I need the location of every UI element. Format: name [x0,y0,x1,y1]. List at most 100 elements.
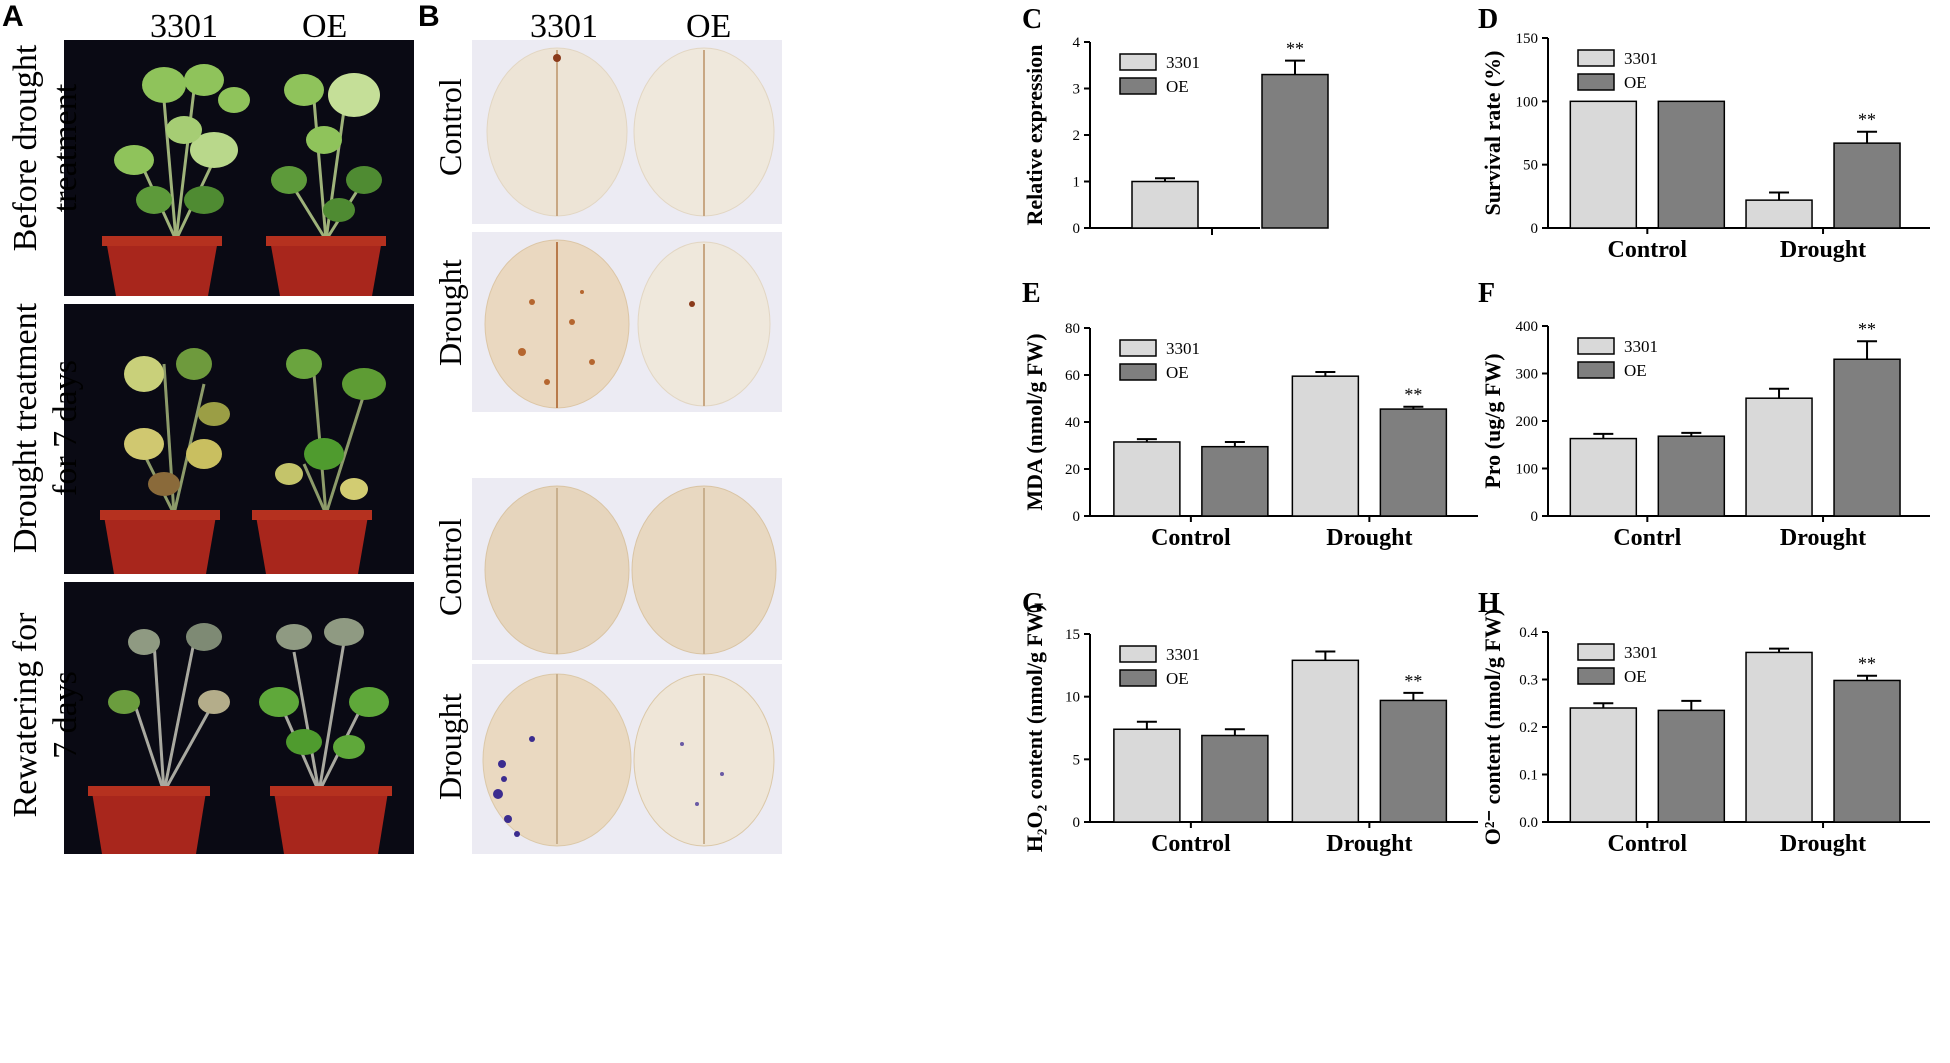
chart-c-ylabel: Relative expression [1022,44,1047,225]
dab-leaf-pair-drought [484,239,771,409]
chart-h-bar [1745,651,1813,823]
chart-g-bar [1201,734,1269,823]
chart-g-xtick-label: Drought [1326,831,1412,857]
chart-g-xtick-label: Control [1151,831,1231,857]
row-label-before-line1: Before drought [7,44,44,252]
chart-h-bar [1833,679,1901,823]
chart-d-bar [1833,142,1901,229]
chart-e-legend-swatch [1119,339,1157,357]
plant-photo-3 [64,582,414,854]
panel-d-letter: D [1478,4,1498,35]
chart-g-bar [1113,728,1181,823]
chart-c-legend-swatch [1119,77,1157,95]
row-label-drought-7d: Drought treatment for 7 days [6,298,86,558]
chart-f-ylabel: Pro (ug/g FW) [1480,353,1505,488]
row-label-rewater-line1: Rewatering for [7,612,44,818]
chart-h-ytick-label: 0.1 [1519,768,1538,784]
panel-e-letter: E [1022,278,1041,309]
photo-rewatering-7d [64,582,414,854]
nbt-leaf-pair-drought [482,673,775,847]
chart-h-ytick-label: 0.3 [1519,673,1538,689]
chart-g-ytick-label: 10 [1065,690,1080,706]
chart-g-bar [1379,699,1448,823]
chart-g-legend-label: 3301 [1166,645,1200,664]
chart-f-ytick-label: 100 [1516,462,1539,478]
nbt-leaf-pair-control [484,485,777,655]
chart-d-bar [1657,100,1726,229]
chart-g-legend-swatch [1119,669,1157,687]
chart-e-legend-label: OE [1166,363,1189,382]
plant-photo-1 [64,40,414,296]
chart-h-ylabel: O²⁻ content (nmol/g FW) [1480,609,1505,845]
chart-h-legend-swatch [1577,643,1615,661]
chart-e-bar [1201,445,1269,517]
chart-e-ytick-label: 80 [1065,321,1080,337]
plant-photo-2 [64,304,414,574]
chart-h-xtick-label: Drought [1780,831,1866,857]
panel-b-col-oe: OE [686,8,732,45]
chart-d-ytick-label: 100 [1516,94,1539,110]
chart-c-ytick-label: 3 [1073,82,1081,98]
chart-e-ytick-label: 20 [1065,462,1080,478]
chart-f-ytick-label: 200 [1516,414,1539,430]
chart-c-ytick-label: 1 [1073,175,1081,191]
panel-f-letter: F [1478,278,1495,309]
chart-e-ytick-label: 60 [1065,368,1080,384]
chart-d-bar [1569,100,1638,229]
chart-e-bar [1291,375,1360,517]
panel-b-row-label-control-1: Control [432,78,468,176]
chart-g-significance: ** [1404,671,1422,691]
panel-a-col-oe: OE [302,8,348,45]
panel-a-col-3301: 3301 [150,8,218,45]
row-label-drought-line1: Drought treatment [7,302,44,554]
chart-e-significance: ** [1404,385,1422,405]
chart-e-legend-label: 3301 [1166,339,1200,358]
chart-h-legend-swatch [1577,667,1615,685]
chart-e-xtick-label: Drought [1326,525,1412,551]
chart-f-xtick-label: Drought [1780,525,1866,551]
chart-g-legend-label: OE [1166,669,1189,688]
photo-drought-7d [64,304,414,574]
chart-h-ytick-label: 0.0 [1519,815,1538,831]
chart-g-ytick-label: 15 [1065,627,1080,643]
chart-h-xtick-label: Control [1608,831,1688,857]
chart-f-xtick-label: Contrl [1613,525,1681,551]
chart-d-ytick-label: 150 [1516,31,1539,47]
chart-d-ytick-label: 0 [1531,221,1539,237]
chart-g-ytick-label: 0 [1073,815,1081,831]
chart-d-legend-label: OE [1624,73,1647,92]
panel-b-row-label-drought-1: Drought [432,259,468,366]
chart-d-legend-label: 3301 [1624,49,1658,68]
chart-h-bar [1569,707,1638,823]
chart-c-ytick-label: 2 [1073,128,1081,144]
chart-e-ytick-label: 0 [1073,509,1081,525]
chart-c-legend-label: OE [1166,77,1189,96]
chart-h-legend-label: OE [1624,667,1647,686]
panel-b-row-label-drought-2: Drought [432,693,468,800]
panel-g-letter: G [1022,588,1044,619]
chart-f-bar [1833,358,1901,517]
chart-f-significance: ** [1858,319,1876,339]
chart-c-legend-swatch [1119,53,1157,71]
row-label-before-drought: Before drought treatment [6,38,86,258]
row-label-before-line2: treatment [47,83,84,213]
chart-d-xtick-label: Control [1608,237,1688,263]
chart-f-bar [1657,435,1726,517]
chart-f-bar [1745,397,1813,517]
panel-b-row-label-control-2: Control [432,518,468,616]
row-label-rewatering: Rewatering for 7 days [6,600,86,830]
chart-e-bar [1379,408,1448,517]
chart-e-bar [1113,441,1181,517]
chart-c-significance: ** [1286,39,1304,59]
leaf-nbt-control [472,478,782,660]
chart-e-ytick-label: 40 [1065,415,1080,431]
chart-d-legend-swatch [1577,49,1615,67]
panel-a-letter: A [2,0,24,33]
chart-f-ytick-label: 300 [1516,367,1539,383]
row-label-drought-line2: for 7 days [47,360,84,496]
chart-f-legend-swatch [1577,337,1615,355]
chart-c-bar [1131,180,1199,229]
chart-d-ylabel: Survival rate (%) [1480,51,1505,216]
chart-g-bar [1291,659,1360,823]
chart-c-legend-label: 3301 [1166,53,1200,72]
